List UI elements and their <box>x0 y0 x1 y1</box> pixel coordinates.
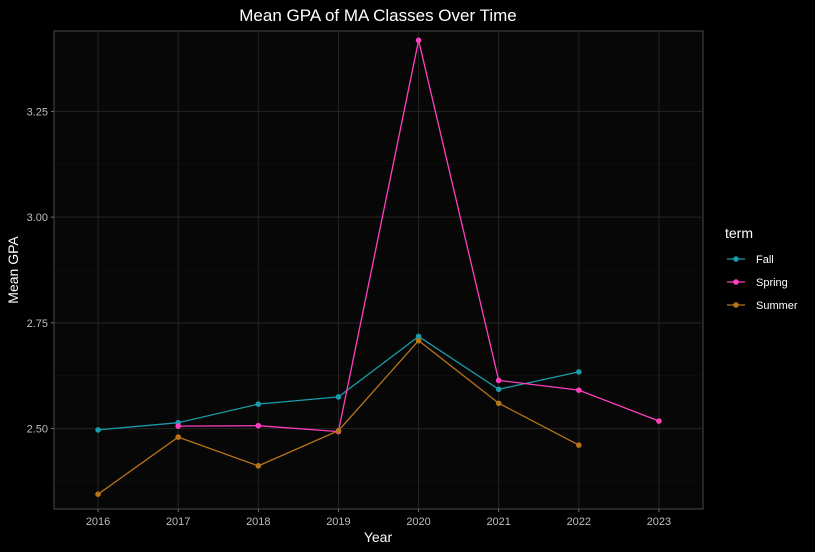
x-axis-title: Year <box>364 529 393 545</box>
data-point-summer <box>335 427 342 434</box>
data-point-summer <box>95 491 101 497</box>
legend-key-point <box>733 279 739 285</box>
legend-item-summer: Summer <box>727 300 798 312</box>
x-tick-label: 2022 <box>567 516 591 528</box>
data-point-spring <box>415 37 422 44</box>
grid-lines <box>54 31 703 509</box>
legend-label: Summer <box>756 300 798 312</box>
data-point-spring <box>175 423 181 429</box>
data-point-spring <box>495 377 502 384</box>
legend-key-point <box>733 302 739 308</box>
data-point-fall <box>255 401 262 407</box>
data-point-spring <box>576 387 582 393</box>
data-point-summer <box>576 442 582 448</box>
legend-key-point <box>733 256 739 262</box>
legend-title: term <box>725 225 753 241</box>
data-point-fall <box>576 369 582 375</box>
legend-item-spring: Spring <box>727 277 788 289</box>
y-tick-label: 3.00 <box>27 212 48 224</box>
data-point-summer <box>255 463 262 469</box>
data-point-summer <box>415 337 422 344</box>
x-tick-label: 2017 <box>166 516 190 528</box>
data-point-summer <box>175 434 181 440</box>
y-axis-title: Mean GPA <box>5 236 21 304</box>
series-summer <box>95 337 582 497</box>
legend-item-fall: Fall <box>727 254 774 266</box>
data-point-summer <box>495 400 502 407</box>
x-tick-label: 2018 <box>246 516 270 528</box>
legend-items: Fall Spring Summer <box>727 254 798 312</box>
y-axis-ticks: 2.50 2.75 3.00 3.25 <box>27 106 54 436</box>
series-fall <box>95 333 582 433</box>
data-point-spring <box>656 418 662 424</box>
legend-label: Fall <box>756 254 774 266</box>
data-point-fall <box>95 427 101 433</box>
legend-label: Spring <box>756 277 788 289</box>
y-tick-label: 2.50 <box>27 424 48 436</box>
y-tick-label: 2.75 <box>27 318 48 330</box>
chart-title: Mean GPA of MA Classes Over Time <box>239 6 516 25</box>
y-tick-label: 3.25 <box>27 106 48 118</box>
x-tick-label: 2016 <box>86 516 110 528</box>
series-layer <box>95 37 662 497</box>
x-axis-ticks: 2016 2017 2018 2019 2020 2021 2022 2023 <box>86 509 671 528</box>
legend: term Fall Spring Summer <box>725 225 798 312</box>
data-point-fall <box>415 333 422 340</box>
x-tick-label: 2020 <box>406 516 430 528</box>
x-tick-label: 2019 <box>326 516 350 528</box>
data-point-fall <box>335 394 342 400</box>
data-point-spring <box>255 422 262 429</box>
x-tick-label: 2021 <box>486 516 510 528</box>
x-tick-label: 2023 <box>647 516 671 528</box>
data-point-fall <box>495 386 502 393</box>
